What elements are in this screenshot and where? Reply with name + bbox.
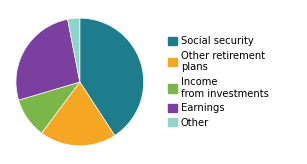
Wedge shape xyxy=(80,18,144,135)
Wedge shape xyxy=(19,82,80,133)
Wedge shape xyxy=(42,82,115,146)
Wedge shape xyxy=(16,19,80,100)
Wedge shape xyxy=(68,18,80,82)
Legend: Social security, Other retirement
plans, Income
from investments, Earnings, Othe: Social security, Other retirement plans,… xyxy=(168,36,269,128)
